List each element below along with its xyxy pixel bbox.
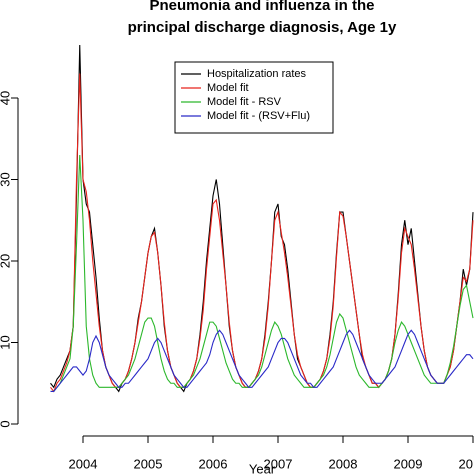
legend-label: Model fit - RSV <box>207 96 282 108</box>
legend-label: Model fit - (RSV+Flu) <box>207 110 310 122</box>
x-axis-label: Year <box>249 461 276 474</box>
x-tick-label: 2007 <box>264 456 293 471</box>
y-tick-label: 10 <box>0 335 12 349</box>
chart-title: Pneumonia and influenza in the <box>149 0 374 14</box>
x-tick-label: 2009 <box>394 456 423 471</box>
chart-title: principal discharge diagnosis, Age 1y <box>128 19 397 36</box>
y-tick-label: 40 <box>0 91 12 105</box>
legend-label: Hospitalization rates <box>207 68 307 80</box>
x-tick-label: 2004 <box>69 456 98 471</box>
y-tick-label: 20 <box>0 254 12 268</box>
series-line <box>50 155 474 392</box>
legend-box <box>174 61 334 134</box>
x-tick-label: 2006 <box>199 456 228 471</box>
y-tick-label: 0 <box>0 420 12 427</box>
y-tick-label: 30 <box>0 172 12 186</box>
x-tick-label: 2010 <box>459 456 474 471</box>
legend-label: Model fit <box>207 82 249 94</box>
series-line <box>50 329 474 392</box>
x-tick-label: 2005 <box>134 456 163 471</box>
x-tick-label: 2008 <box>329 456 358 471</box>
